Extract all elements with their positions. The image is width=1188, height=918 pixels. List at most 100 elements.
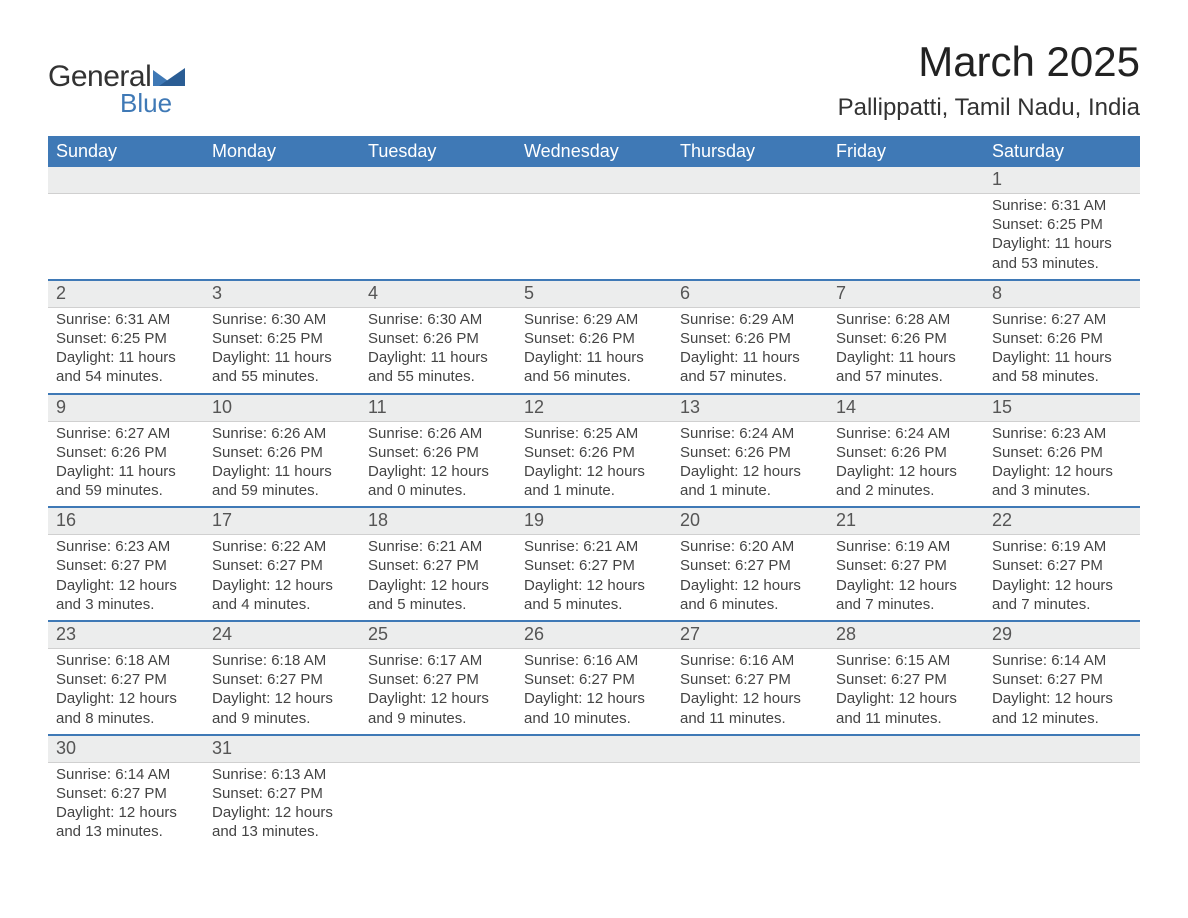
calendar-cell: [204, 167, 360, 280]
day-number: 9: [48, 395, 204, 422]
daylight-line: Daylight: 12 hours and 13 minutes.: [212, 803, 352, 841]
day-details: Sunrise: 6:21 AMSunset: 6:27 PMDaylight:…: [360, 535, 516, 620]
daylight-line: Daylight: 12 hours and 2 minutes.: [836, 462, 976, 500]
day-number: 24: [204, 622, 360, 649]
sunrise-line: Sunrise: 6:24 AM: [836, 424, 976, 443]
day-number: 13: [672, 395, 828, 422]
sunset-line: Sunset: 6:26 PM: [212, 443, 352, 462]
calendar-row: 30Sunrise: 6:14 AMSunset: 6:27 PMDayligh…: [48, 735, 1140, 848]
day-number: 11: [360, 395, 516, 422]
calendar-table: Sunday Monday Tuesday Wednesday Thursday…: [48, 136, 1140, 848]
day-details: Sunrise: 6:27 AMSunset: 6:26 PMDaylight:…: [984, 308, 1140, 393]
calendar-cell: 5Sunrise: 6:29 AMSunset: 6:26 PMDaylight…: [516, 280, 672, 394]
day-details: Sunrise: 6:20 AMSunset: 6:27 PMDaylight:…: [672, 535, 828, 620]
day-details: Sunrise: 6:30 AMSunset: 6:25 PMDaylight:…: [204, 308, 360, 393]
day-details: Sunrise: 6:19 AMSunset: 6:27 PMDaylight:…: [984, 535, 1140, 620]
calendar-cell: [48, 167, 204, 280]
sunrise-line: Sunrise: 6:18 AM: [56, 651, 196, 670]
daylight-line: Daylight: 12 hours and 4 minutes.: [212, 576, 352, 614]
calendar-cell: 21Sunrise: 6:19 AMSunset: 6:27 PMDayligh…: [828, 507, 984, 621]
daylight-line: Daylight: 11 hours and 58 minutes.: [992, 348, 1132, 386]
calendar-row: 2Sunrise: 6:31 AMSunset: 6:25 PMDaylight…: [48, 280, 1140, 394]
day-details: Sunrise: 6:26 AMSunset: 6:26 PMDaylight:…: [204, 422, 360, 507]
sunset-line: Sunset: 6:27 PM: [368, 670, 508, 689]
day-number: 22: [984, 508, 1140, 535]
daylight-line: Daylight: 12 hours and 11 minutes.: [836, 689, 976, 727]
calendar-row: 16Sunrise: 6:23 AMSunset: 6:27 PMDayligh…: [48, 507, 1140, 621]
daylight-line: Daylight: 11 hours and 55 minutes.: [368, 348, 508, 386]
sunset-line: Sunset: 6:27 PM: [836, 556, 976, 575]
sunset-line: Sunset: 6:26 PM: [368, 329, 508, 348]
day-details: Sunrise: 6:19 AMSunset: 6:27 PMDaylight:…: [828, 535, 984, 620]
daylight-line: Daylight: 11 hours and 59 minutes.: [212, 462, 352, 500]
sunset-line: Sunset: 6:26 PM: [680, 329, 820, 348]
calendar-cell: 9Sunrise: 6:27 AMSunset: 6:26 PMDaylight…: [48, 394, 204, 508]
day-details: Sunrise: 6:31 AMSunset: 6:25 PMDaylight:…: [984, 194, 1140, 279]
calendar-cell: 28Sunrise: 6:15 AMSunset: 6:27 PMDayligh…: [828, 621, 984, 735]
sunrise-line: Sunrise: 6:27 AM: [992, 310, 1132, 329]
sunset-line: Sunset: 6:25 PM: [56, 329, 196, 348]
daylight-line: Daylight: 12 hours and 1 minute.: [524, 462, 664, 500]
calendar-cell: 15Sunrise: 6:23 AMSunset: 6:26 PMDayligh…: [984, 394, 1140, 508]
sunset-line: Sunset: 6:27 PM: [680, 556, 820, 575]
calendar-cell: 6Sunrise: 6:29 AMSunset: 6:26 PMDaylight…: [672, 280, 828, 394]
day-details: [516, 763, 672, 771]
day-details: [672, 194, 828, 202]
weekday-header-row: Sunday Monday Tuesday Wednesday Thursday…: [48, 136, 1140, 167]
sunrise-line: Sunrise: 6:21 AM: [368, 537, 508, 556]
daylight-line: Daylight: 12 hours and 7 minutes.: [836, 576, 976, 614]
daylight-line: Daylight: 12 hours and 0 minutes.: [368, 462, 508, 500]
daylight-line: Daylight: 12 hours and 5 minutes.: [524, 576, 664, 614]
daylight-line: Daylight: 12 hours and 1 minute.: [680, 462, 820, 500]
sunrise-line: Sunrise: 6:26 AM: [368, 424, 508, 443]
calendar-cell: 12Sunrise: 6:25 AMSunset: 6:26 PMDayligh…: [516, 394, 672, 508]
calendar-cell: 7Sunrise: 6:28 AMSunset: 6:26 PMDaylight…: [828, 280, 984, 394]
daylight-line: Daylight: 12 hours and 13 minutes.: [56, 803, 196, 841]
location-subtitle: Pallippatti, Tamil Nadu, India: [838, 94, 1140, 122]
sunrise-line: Sunrise: 6:30 AM: [212, 310, 352, 329]
day-details: [48, 194, 204, 202]
sunset-line: Sunset: 6:27 PM: [680, 670, 820, 689]
calendar-cell: 24 Sunrise: 6:18 AMSunset: 6:27 PMDayligh…: [204, 621, 360, 735]
daylight-line: Daylight: 12 hours and 6 minutes.: [680, 576, 820, 614]
sunset-line: Sunset: 6:27 PM: [836, 670, 976, 689]
day-number: 2: [48, 281, 204, 308]
calendar-cell: 8Sunrise: 6:27 AMSunset: 6:26 PMDaylight…: [984, 280, 1140, 394]
day-details: [828, 194, 984, 202]
day-number: 31: [204, 736, 360, 763]
sunrise-line: Sunrise: 6:14 AM: [56, 765, 196, 784]
day-number: 5: [516, 281, 672, 308]
sunrise-line: Sunrise: 6:16 AM: [524, 651, 664, 670]
sunrise-line: Sunrise: 6:22 AM: [212, 537, 352, 556]
sunset-line: Sunset: 6:27 PM: [212, 670, 352, 689]
weekday-header: Sunday: [48, 136, 204, 167]
daylight-line: Daylight: 12 hours and 9 minutes.: [212, 689, 352, 727]
day-number: 12: [516, 395, 672, 422]
day-details: Sunrise: 6:15 AMSunset: 6:27 PMDaylight:…: [828, 649, 984, 734]
sunrise-line: Sunrise: 6:25 AM: [524, 424, 664, 443]
daylight-line: Daylight: 12 hours and 9 minutes.: [368, 689, 508, 727]
sunrise-line: Sunrise: 6:18 AM: [212, 651, 352, 670]
daylight-line: Daylight: 11 hours and 53 minutes.: [992, 234, 1132, 272]
calendar-cell: 10Sunrise: 6:26 AMSunset: 6:26 PMDayligh…: [204, 394, 360, 508]
day-number: 16: [48, 508, 204, 535]
day-details: Sunrise: 6:14 AMSunset: 6:27 PMDaylight:…: [48, 763, 204, 848]
day-details: Sunrise: 6:28 AMSunset: 6:26 PMDaylight:…: [828, 308, 984, 393]
day-details: Sunrise: 6:23 AMSunset: 6:27 PMDaylight:…: [48, 535, 204, 620]
day-number: 17: [204, 508, 360, 535]
weekday-header: Monday: [204, 136, 360, 167]
day-number: 10: [204, 395, 360, 422]
day-number: [672, 736, 828, 763]
calendar-cell: 29Sunrise: 6:14 AMSunset: 6:27 PMDayligh…: [984, 621, 1140, 735]
day-number: [672, 167, 828, 194]
brand-word2: Blue: [120, 88, 172, 119]
sunset-line: Sunset: 6:27 PM: [524, 670, 664, 689]
day-number: 14: [828, 395, 984, 422]
sunset-line: Sunset: 6:26 PM: [524, 329, 664, 348]
day-number: 7: [828, 281, 984, 308]
day-number: 19: [516, 508, 672, 535]
day-number: 30: [48, 736, 204, 763]
day-number: [48, 167, 204, 194]
calendar-cell: [672, 735, 828, 848]
daylight-line: Daylight: 12 hours and 7 minutes.: [992, 576, 1132, 614]
